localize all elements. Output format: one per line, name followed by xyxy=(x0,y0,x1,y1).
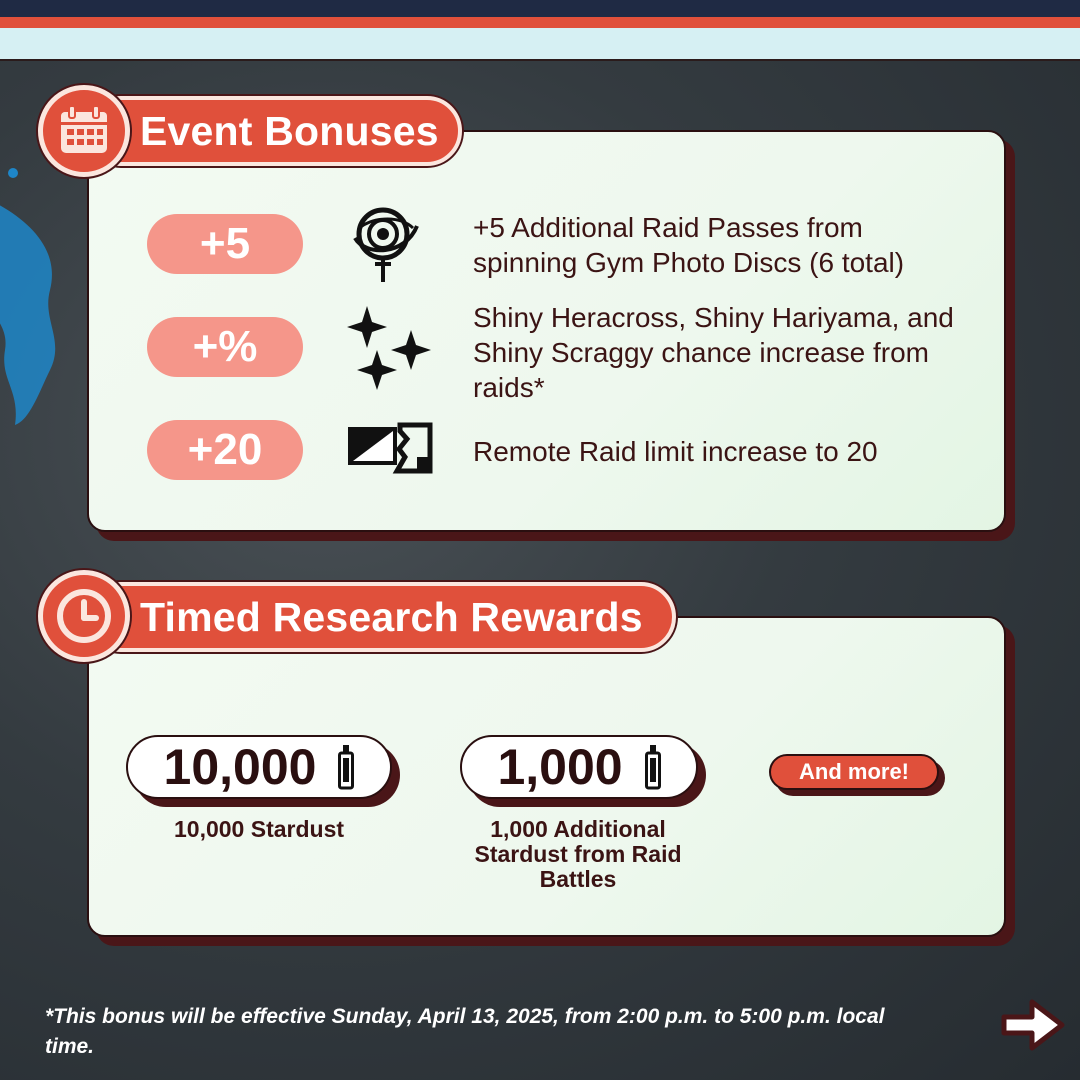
arrow-right-icon[interactable] xyxy=(998,994,1068,1056)
reward-caption-stardust: 10,000 Stardust xyxy=(173,816,345,842)
and-more-button: And more! xyxy=(769,754,939,790)
bonus-badge-raid-passes: +5 xyxy=(147,214,303,274)
bonus-text-raid-passes: +5 Additional Raid Passes from spinning … xyxy=(473,212,905,278)
reward-value: 1,000 xyxy=(497,739,623,795)
event-bonuses-header: Event Bonuses xyxy=(86,96,462,166)
footnote: *This bonus will be effective Sunday, Ap… xyxy=(45,1005,885,1058)
reward-stardust-1000: 1,000 xyxy=(460,735,698,799)
gym-photo-disc-icon xyxy=(353,207,419,282)
reward-stardust-10000: 10,000 xyxy=(126,735,392,799)
top-stripe-navy xyxy=(0,0,1080,17)
blue-splash-decoration xyxy=(0,205,56,425)
bonus-badge-shiny: +% xyxy=(147,317,303,377)
timed-research-header: Timed Research Rewards xyxy=(86,582,676,652)
remote-raid-pass-icon xyxy=(348,422,433,474)
bonus-text-shiny: Shiny Heracross, Shiny Hariyama, and Shi… xyxy=(473,302,954,403)
top-stripe-red xyxy=(0,17,1080,28)
stardust-icon xyxy=(644,745,661,790)
blue-splash-dot xyxy=(8,168,18,178)
timed-research-title: Timed Research Rewards xyxy=(140,593,643,640)
top-stripe-pale xyxy=(0,28,1080,61)
stardust-icon xyxy=(338,745,355,790)
bonus-text-remote-raid: Remote Raid limit increase to 20 xyxy=(473,436,878,467)
clock-icon xyxy=(38,570,130,662)
reward-value: 10,000 xyxy=(163,739,317,795)
calendar-icon xyxy=(38,85,130,177)
reward-caption-additional-stardust: 1,000 Additional Stardust from Raid Batt… xyxy=(474,816,682,892)
bonus-badge-remote-raid: +20 xyxy=(147,420,303,480)
event-bonuses-title: Event Bonuses xyxy=(140,107,439,154)
sparkles-icon xyxy=(347,306,431,390)
